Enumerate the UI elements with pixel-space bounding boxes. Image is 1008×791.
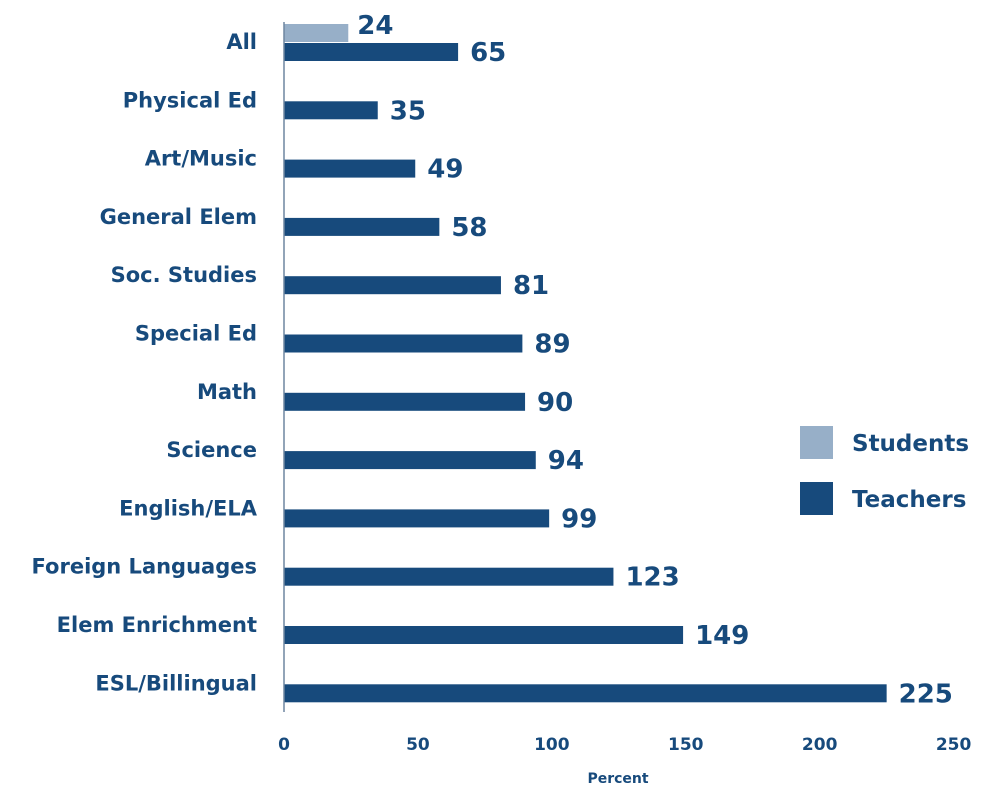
bar-teachers-esl-billingual (284, 684, 887, 703)
bar-teachers-elem-enrichment (284, 626, 684, 644)
bars-layer (284, 24, 887, 703)
category-label-english-ela: English/ELA (119, 496, 258, 520)
legend-label-teachers: Teachers (852, 487, 966, 513)
legend: Students Teachers (800, 426, 969, 515)
category-label-general-elem: General Elem (100, 205, 257, 229)
bar-teachers-english-ela (284, 509, 550, 528)
category-label-math: Math (197, 380, 257, 404)
bar-teachers-special-ed (284, 334, 523, 353)
x-tick-labels: 0 50 100 150 200 250 (278, 735, 971, 755)
category-label-physical-ed: Physical Ed (123, 88, 257, 112)
x-tick-0: 0 (278, 735, 290, 755)
category-label-special-ed: Special Ed (135, 322, 257, 346)
data-label-teachers-elem-enrichment: 149 (695, 621, 749, 651)
category-labels: All Physical Ed Art/Music General Elem Soc. … (32, 30, 258, 695)
data-label-teachers-science: 94 (548, 446, 584, 476)
legend-label-students: Students (852, 431, 969, 457)
data-label-teachers-esl-billingual: 225 (899, 679, 953, 709)
category-label-science: Science (166, 438, 257, 462)
bar-teachers-general-elem (284, 217, 440, 236)
bar-teachers-physical-ed (284, 101, 378, 120)
legend-swatch-students (800, 426, 833, 459)
data-label-teachers-foreign-languages: 123 (625, 563, 679, 593)
x-tick-100: 100 (534, 735, 570, 755)
data-label-teachers-all: 65 (470, 38, 506, 68)
data-label-teachers-general-elem: 58 (451, 213, 487, 243)
category-label-soc-studies: Soc. Studies (111, 263, 257, 287)
category-label-foreign-languages: Foreign Languages (32, 555, 257, 579)
x-tick-250: 250 (936, 735, 972, 755)
bar-teachers-foreign-languages (284, 567, 614, 586)
data-label-teachers-art-music: 49 (427, 155, 463, 185)
category-label-elem-enrichment: Elem Enrichment (57, 613, 257, 637)
data-label-teachers-english-ela: 99 (561, 504, 597, 534)
data-label-students-all: 24 (357, 11, 393, 41)
legend-swatch-teachers (800, 482, 833, 515)
bar-teachers-math (284, 392, 526, 411)
bar-teachers-science (284, 451, 536, 470)
category-label-esl-billingual: ESL/Billingual (95, 671, 257, 695)
data-label-teachers-special-ed: 89 (534, 330, 570, 360)
x-tick-50: 50 (406, 735, 430, 755)
bar-teachers-soc-studies (284, 276, 501, 295)
x-tick-150: 150 (668, 735, 704, 755)
bar-students-all (284, 24, 349, 42)
data-label-teachers-soc-studies: 81 (513, 271, 549, 301)
data-label-teachers-physical-ed: 35 (390, 96, 426, 126)
x-tick-200: 200 (802, 735, 838, 755)
bar-teachers-all (284, 43, 459, 61)
category-label-all: All (226, 30, 257, 54)
x-axis-title: Percent (587, 771, 648, 787)
bar-teachers-art-music (284, 159, 416, 178)
data-label-teachers-math: 90 (537, 388, 573, 418)
category-label-art-music: Art/Music (145, 147, 257, 171)
